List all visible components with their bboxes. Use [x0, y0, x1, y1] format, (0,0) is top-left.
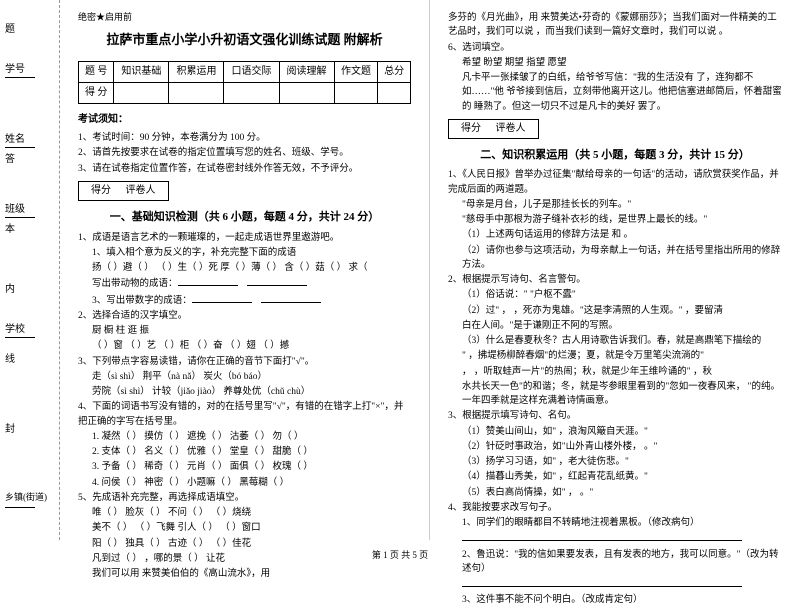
sub-question: 白在人间。"是于谦刚正不阿的写照。 — [448, 319, 782, 333]
margin-label: 题 — [5, 20, 15, 35]
sub-question: ， ，听取蛙声一片"的热闹；秋，就是少年王维吟诵的" ，秋 — [448, 365, 782, 379]
sub-question: （5）表白高尚情操，如" ， 。" — [448, 486, 782, 500]
right-column: 多芬的《月光曲》，用 来赞美达•芬奇的《蒙娜丽莎》；当我们面对一件精美的工艺品时… — [430, 0, 800, 540]
instruction: 2、请首先按要求在试卷的指定位置填写您的姓名、班级、学号。 — [78, 146, 411, 160]
th: 口语交际 — [224, 62, 279, 83]
sub-question: 1、同学们的眼睛都目不转睛地注视着黑板。（修改病句） — [448, 516, 782, 530]
main-content: 绝密★启用前 拉萨市重点小学小升初语文强化训练试题 附解析 题 号 知识基础 积… — [60, 0, 800, 540]
answer-row: 1. 凝然（ ） 摸仿（ ） 遮挽（ ） 沽萎（ ） 勿（ ） — [78, 430, 411, 444]
instructions-head: 考试须知： — [78, 112, 411, 128]
sub-question: （1）赞美山间山，如" ，浪淘风簸自天涯。" — [448, 425, 782, 439]
answer-row: 走（sì shì） 荆平（nà nǎ） 炭火（bó báo） — [78, 370, 411, 384]
th: 积累运用 — [169, 62, 224, 83]
score-box: 得分 评卷人 — [448, 119, 539, 139]
section-1-title: 一、基础知识检测（共 6 小题，每题 4 分，共计 24 分） — [78, 209, 411, 227]
sub-question: （3）什么是春夏秋冬？古人用诗歌告诉我们。春，就是高鼎笔下描绘的 — [448, 334, 782, 348]
sub-question: 1、填入相个意为反义的字，补充完整下面的成语 — [78, 246, 411, 260]
sub-question: （1）上述两句话运用的修辞方法是 和 。 — [448, 228, 782, 242]
question: 1、《人民日报》曾举办过征集"献给母亲的一句话"的活动，请欣赏获奖作品，并完成后… — [448, 168, 782, 197]
score-label: 得分 — [85, 183, 117, 199]
instruction: 1、考试时间：90 分钟，本卷满分为 100 分。 — [78, 131, 411, 145]
quote: "母亲是月台，儿子是那挂长长的列车。" — [448, 198, 782, 212]
question: 2、选择合适的汉字填空。 — [78, 309, 411, 323]
answer-row: 美不（ ） （ ）飞舞 引人（ ） （ ）窗口 — [78, 521, 411, 535]
binding-margin: 题 学号 姓名 答 班级 本 内 学校 线 封 乡镇(街道) — [0, 0, 60, 540]
sub-question: （3）扬学习习语，如" ，老大徒伤悲。" — [448, 455, 782, 469]
answer-row: 我们可以用 来赞美伯伯的《高山流水》，用 — [78, 567, 411, 581]
question: 3、下列带点字容易读错，请你在正确的音节下面打"√"。 — [78, 355, 411, 369]
answer-row: 2. 支体（ ） 名义（ ） 优雅（ ） 堂皇（ ） 甜脆（ ） — [78, 445, 411, 459]
sub-question: 3、写出带数字的成语： — [78, 293, 411, 308]
sub-question: （2）针砭时事政治，如"山外青山楼外楼， 。" — [448, 440, 782, 454]
answer-row: 希望 盼望 期望 指望 愿望 — [448, 56, 782, 70]
answer-row: （ ）窗 （ ）艺 （ ）柜 （ ）奋 （ ）翅 （ ）撼 — [78, 339, 411, 353]
answer-row: 4. 问侯（ ） 神密（ ） 小题嘛（ ） 黑莓糊（ ） — [78, 476, 411, 490]
th: 题 号 — [79, 62, 114, 83]
left-column: 绝密★启用前 拉萨市重点小学小升初语文强化训练试题 附解析 题 号 知识基础 积… — [60, 0, 430, 540]
margin-label: 答 — [5, 150, 15, 165]
question: 4、下面的词语书写没有错的，对的在括号里写"√"，有错的在错字上打"×"，并把正… — [78, 400, 411, 429]
answer-line — [448, 531, 782, 546]
paragraph: 凡卡平一张揉皱了的白纸，给爷爷写信："我的生活没有 了，连狗都不如……"他 爷爷… — [448, 71, 782, 114]
question: 6、选词填空。 — [448, 41, 782, 55]
margin-label: 线 — [5, 350, 15, 365]
sub-question: 3、这件事不能不问个明白。（改成肯定句） — [448, 593, 782, 607]
question: 2、根据提示写诗句、名言警句。 — [448, 273, 782, 287]
answer-row: 唯（ ） 脸灰（ ） 不问（ ） （ ）烧绕 — [78, 506, 411, 520]
quote: "慈母手中那根为游子缝补衣衫的线，是世界上最长的线。" — [448, 213, 782, 227]
sub-question: （4）描暮山秀美，如" ，红起青花乱纸黄。" — [448, 470, 782, 484]
page-footer: 第 1 页 共 5 页 — [0, 548, 800, 561]
sub-question: （2）过" ， ，死亦为鬼雄。"这是李清照的人生观。" ，要留清 — [448, 304, 782, 318]
exam-title: 拉萨市重点小学小升初语文强化训练试题 附解析 — [78, 30, 411, 51]
answer-row: 厨 橱 柱 逛 振 — [78, 324, 411, 338]
question: 5、先成语补充完整，再选择成语填空。 — [78, 491, 411, 505]
sub-question: " ，拂堤杨柳醉春烟"的烂漫；夏，就是令万里笔尖流淌的" — [448, 349, 782, 363]
answer-row: 劳院（sì shì） 计较（jiǎo jiào） 养尊处优（chǔ chù） — [78, 385, 411, 399]
th: 知识基础 — [114, 62, 169, 83]
score-box: 得分 评卷人 — [78, 181, 169, 201]
margin-label: 本 — [5, 220, 15, 235]
confidential-notice: 绝密★启用前 — [78, 10, 411, 24]
grader-label: 评卷人 — [490, 121, 532, 137]
score-label: 得分 — [455, 121, 487, 137]
sub-question: 水共长天一色"的和谐；冬，就是岑参眼里看到的"忽如一夜春风来， "的纯。一年四季… — [448, 380, 782, 409]
instruction: 3、请在试卷指定位置作答，在试卷密封线外作答无效，不予评分。 — [78, 162, 411, 176]
answer-row: 3. 予备（ ） 稀奇（ ） 元肖（ ） 面俱（ ） 枚瑰（ ） — [78, 460, 411, 474]
margin-label: 内 — [5, 280, 15, 295]
question: 1、成语是语言艺术的一颗璀璨的，一起走成语世界里遨游吧。 — [78, 231, 411, 245]
grader-label: 评卷人 — [120, 183, 162, 199]
paragraph: 多芬的《月光曲》，用 来赞美达•芬奇的《蒙娜丽莎》；当我们面对一件精美的工艺品时… — [448, 11, 782, 40]
question: 4、我能按要求改写句子。 — [448, 501, 782, 515]
margin-label: 封 — [5, 420, 15, 435]
th: 阅读理解 — [279, 62, 334, 83]
sub-question: （1）俗话说：" "户枢不蠹" — [448, 288, 782, 302]
td: 得 分 — [79, 83, 114, 104]
sub-question: 写出带动物的成语： — [78, 276, 411, 291]
section-2-title: 二、知识积累运用（共 5 小题，每题 3 分，共计 15 分） — [448, 147, 782, 165]
th: 总分 — [378, 62, 411, 83]
score-table: 题 号 知识基础 积累运用 口语交际 阅读理解 作文题 总分 得 分 — [78, 61, 411, 104]
th: 作文题 — [334, 62, 378, 83]
answer-row: 扬（ ）避（ ） （ ）生（ ）死 厚（ ）薄（ ） 含（ ）菇（ ） 求（ — [78, 261, 411, 275]
question: 3、根据提示填写诗句、名句。 — [448, 409, 782, 423]
sub-question: （2）请你也参与这项活动，为母亲献上一句话，并在括号里指出所用的修辞方法。 — [448, 244, 782, 273]
answer-line — [448, 577, 782, 592]
